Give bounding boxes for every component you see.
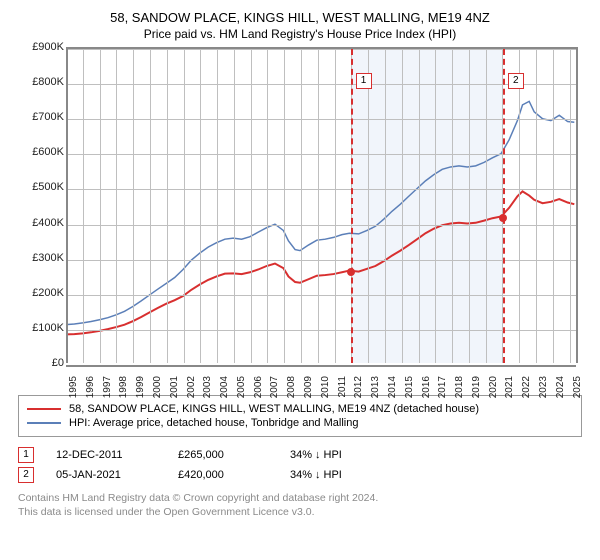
tx-date: 12-DEC-2011 — [56, 449, 156, 461]
x-tick-label: 2016 — [421, 376, 432, 398]
legend-label: HPI: Average price, detached house, Tonb… — [69, 417, 358, 429]
x-tick-label: 2000 — [152, 376, 163, 398]
x-tick-label: 2022 — [521, 376, 532, 398]
legend-swatch — [27, 408, 61, 410]
y-tick-label: £700K — [18, 111, 64, 123]
x-tick-label: 2006 — [253, 376, 264, 398]
tx-hpi: 34% ↓ HPI — [290, 469, 342, 481]
x-tick-label: 2002 — [186, 376, 197, 398]
footer-attribution: Contains HM Land Registry data © Crown c… — [18, 491, 582, 519]
x-tick-label: 2014 — [387, 376, 398, 398]
series-property — [66, 191, 574, 334]
x-tick-label: 2009 — [303, 376, 314, 398]
marker-point — [499, 214, 507, 222]
chart-lines — [66, 49, 576, 363]
x-tick-label: 2021 — [504, 376, 515, 398]
y-tick-label: £100K — [18, 322, 64, 334]
plot-area: 12 — [66, 47, 578, 363]
x-tick-label: 1998 — [118, 376, 129, 398]
y-tick-label: £400K — [18, 217, 64, 229]
marker-box: 2 — [508, 73, 524, 89]
x-tick-label: 2004 — [219, 376, 230, 398]
x-tick-label: 1995 — [68, 376, 79, 398]
x-tick-label: 2012 — [353, 376, 364, 398]
x-tick-label: 2007 — [269, 376, 280, 398]
series-hpi — [66, 101, 574, 324]
marker-point — [347, 268, 355, 276]
x-tick-label: 2023 — [538, 376, 549, 398]
transactions-table: 1 12-DEC-2011 £265,000 34% ↓ HPI 2 05-JAN-202… — [18, 445, 582, 485]
x-tick-label: 2017 — [437, 376, 448, 398]
y-tick-label: £900K — [18, 41, 64, 53]
x-tick-label: 2019 — [471, 376, 482, 398]
x-tick-label: 2005 — [236, 376, 247, 398]
transaction-row: 2 05-JAN-2021 £420,000 34% ↓ HPI — [18, 465, 582, 485]
x-tick-label: 2020 — [488, 376, 499, 398]
x-tick-label: 2015 — [404, 376, 415, 398]
price-chart: 12 £0£100K£200K£300K£400K£500K£600K£700K… — [18, 47, 582, 387]
x-tick-label: 2001 — [169, 376, 180, 398]
marker-box: 1 — [356, 73, 372, 89]
tx-price: £265,000 — [178, 449, 268, 461]
y-tick-label: £500K — [18, 181, 64, 193]
tx-price: £420,000 — [178, 469, 268, 481]
x-tick-label: 2011 — [337, 376, 348, 398]
y-tick-label: £200K — [18, 287, 64, 299]
y-tick-label: £300K — [18, 252, 64, 264]
footer-line: Contains HM Land Registry data © Crown c… — [18, 491, 582, 505]
y-tick-label: £0 — [18, 357, 64, 369]
x-tick-label: 2010 — [320, 376, 331, 398]
x-tick-label: 1999 — [135, 376, 146, 398]
x-tick-label: 1997 — [102, 376, 113, 398]
page-subtitle: Price paid vs. HM Land Registry's House … — [18, 27, 582, 41]
tx-date: 05-JAN-2021 — [56, 469, 156, 481]
x-tick-label: 2013 — [370, 376, 381, 398]
x-tick-label: 2008 — [286, 376, 297, 398]
tx-hpi: 34% ↓ HPI — [290, 449, 342, 461]
transaction-row: 1 12-DEC-2011 £265,000 34% ↓ HPI — [18, 445, 582, 465]
legend: 58, SANDOW PLACE, KINGS HILL, WEST MALLI… — [18, 395, 582, 437]
y-tick-label: £800K — [18, 76, 64, 88]
x-tick-label: 2025 — [572, 376, 583, 398]
legend-row: 58, SANDOW PLACE, KINGS HILL, WEST MALLI… — [27, 402, 573, 416]
x-tick-label: 2024 — [555, 376, 566, 398]
legend-row: HPI: Average price, detached house, Tonb… — [27, 416, 573, 430]
x-tick-label: 1996 — [85, 376, 96, 398]
legend-swatch — [27, 422, 61, 424]
x-tick-label: 2018 — [454, 376, 465, 398]
footer-line: This data is licensed under the Open Gov… — [18, 505, 582, 519]
x-tick-label: 2003 — [202, 376, 213, 398]
legend-label: 58, SANDOW PLACE, KINGS HILL, WEST MALLI… — [69, 403, 479, 415]
marker-box: 1 — [18, 447, 34, 463]
marker-box: 2 — [18, 467, 34, 483]
page-title: 58, SANDOW PLACE, KINGS HILL, WEST MALLI… — [18, 10, 582, 25]
y-tick-label: £600K — [18, 146, 64, 158]
